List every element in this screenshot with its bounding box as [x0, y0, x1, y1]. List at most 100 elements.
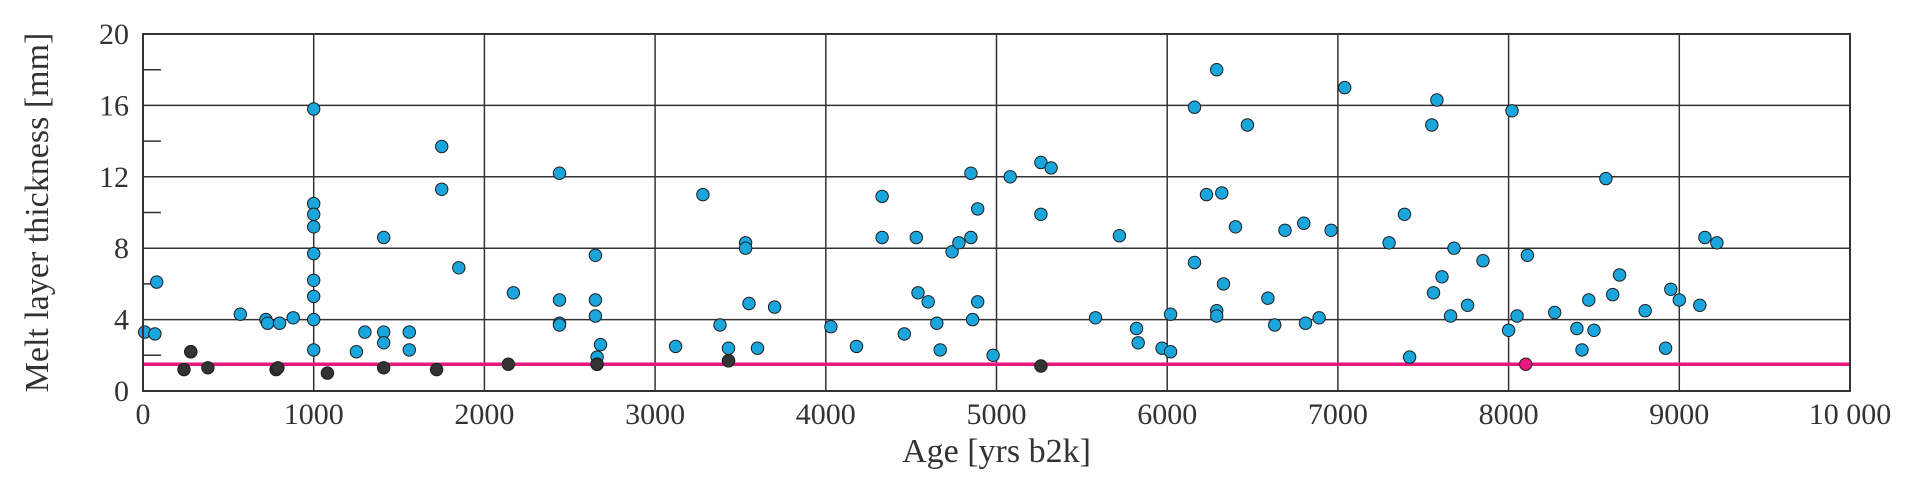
data-point [1297, 216, 1311, 230]
x-tick-label: 0 [136, 398, 151, 431]
grid-lines [142, 33, 1851, 392]
data-point [1505, 104, 1519, 118]
data-point [201, 361, 215, 375]
data-point [1261, 291, 1275, 305]
data-point [307, 220, 321, 234]
data-point [552, 318, 567, 332]
data-point [1397, 207, 1412, 222]
x-tick-label: 5000 [967, 398, 1027, 431]
data-point [320, 366, 335, 380]
data-point [767, 300, 782, 314]
data-point [588, 248, 603, 263]
data-point [148, 327, 162, 341]
data-point [1587, 323, 1601, 337]
data-point [1312, 311, 1326, 325]
data-point [1570, 321, 1584, 336]
data-point [1582, 293, 1596, 307]
data-point [272, 316, 287, 330]
data-point [1460, 298, 1475, 312]
data-point [824, 320, 838, 334]
data-point [1520, 248, 1535, 263]
data-point [1129, 321, 1144, 336]
data-point [184, 345, 198, 359]
data-point [1216, 277, 1231, 291]
data-point [1443, 309, 1458, 323]
y-axis-label: Melt layer thickness [mm] [19, 33, 56, 393]
x-tick-label: 6000 [1137, 398, 1197, 431]
data-point [349, 345, 364, 359]
y-tick-label: 20 [99, 18, 129, 51]
data-point [875, 230, 889, 245]
data-point [1447, 241, 1461, 255]
y-tick-label: 4 [114, 304, 129, 337]
y-tick-label: 8 [114, 232, 129, 265]
data-point [1298, 316, 1313, 330]
data-point [897, 327, 911, 341]
data-point [1338, 80, 1352, 95]
x-tick-label: 2000 [454, 398, 514, 431]
data-point [271, 361, 285, 375]
data-point [1612, 268, 1627, 282]
data-point [552, 166, 567, 180]
x-tick-label: 7000 [1308, 398, 1368, 431]
data-point [964, 166, 978, 180]
data-point [1430, 93, 1444, 107]
data-point [1112, 229, 1127, 243]
data-point [1034, 359, 1048, 373]
data-point [1710, 236, 1724, 250]
data-point [358, 325, 372, 339]
data-point [1044, 161, 1058, 175]
plot-frame [142, 33, 1851, 392]
data-points [138, 62, 1724, 380]
data-point [738, 241, 753, 255]
data-point [377, 361, 391, 375]
data-point [588, 293, 603, 307]
data-point [552, 293, 567, 307]
data-point [1672, 293, 1687, 307]
data-point [921, 295, 935, 309]
data-point [1519, 357, 1533, 371]
data-point [1210, 309, 1224, 323]
data-point [307, 102, 321, 116]
data-point [1034, 207, 1048, 222]
data-point [964, 230, 978, 245]
data-point [150, 275, 164, 289]
data-point [307, 343, 321, 357]
x-tick-label: 3000 [625, 398, 685, 431]
data-point [260, 316, 275, 330]
data-point [593, 337, 608, 352]
data-point [1131, 336, 1145, 350]
data-point [1510, 309, 1524, 323]
data-point [1324, 223, 1338, 238]
data-point [307, 289, 321, 304]
data-point [1435, 270, 1449, 284]
data-point [588, 309, 603, 323]
data-point [750, 341, 765, 355]
data-point [1382, 236, 1396, 250]
data-point [1575, 343, 1589, 357]
data-point [1088, 311, 1103, 325]
data-point [1638, 304, 1652, 318]
data-point [1476, 254, 1490, 268]
data-point [377, 230, 391, 245]
data-point [1664, 282, 1678, 296]
data-point [930, 316, 944, 330]
data-point [429, 362, 444, 377]
data-point [1599, 171, 1613, 186]
data-point [435, 139, 449, 154]
x-axis-label: Age [yrs b2k] [902, 433, 1091, 470]
data-point [1426, 286, 1441, 300]
data-point [1163, 345, 1178, 359]
data-point [286, 311, 300, 325]
x-tick-label: 10 000 [1809, 398, 1892, 431]
data-point [696, 187, 710, 202]
x-tick-label: 1000 [284, 398, 344, 431]
data-point [1199, 187, 1214, 202]
x-tick-labels: 0 1000 2000 3000 4000 5000 6000 7000 8000 9000 10 … [136, 398, 1892, 431]
data-point [1693, 298, 1707, 312]
data-point [1034, 155, 1048, 170]
data-point [849, 339, 864, 354]
data-point [1501, 323, 1516, 337]
data-point [377, 336, 391, 350]
